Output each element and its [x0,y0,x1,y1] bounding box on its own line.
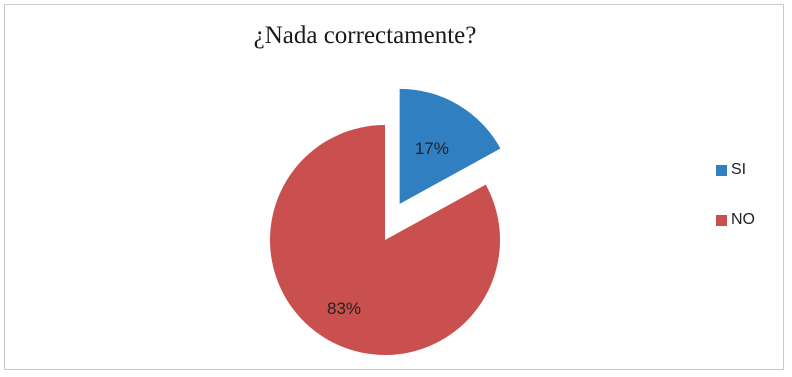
legend-item-si: SI [716,160,755,180]
legend-item-no: NO [716,210,755,230]
pie-slice-no [270,125,500,355]
pie-slice-si [399,88,501,204]
chart-title: ¿Nada correctamente? [253,22,477,49]
pie-label-si: 17% [415,139,449,158]
legend: SI NO [716,160,755,260]
legend-swatch-si [716,164,727,176]
legend-swatch-no [716,214,727,226]
legend-label-si: SI [731,161,747,178]
pie-label-no: 83% [327,299,361,318]
legend-label-no: NO [731,211,755,228]
